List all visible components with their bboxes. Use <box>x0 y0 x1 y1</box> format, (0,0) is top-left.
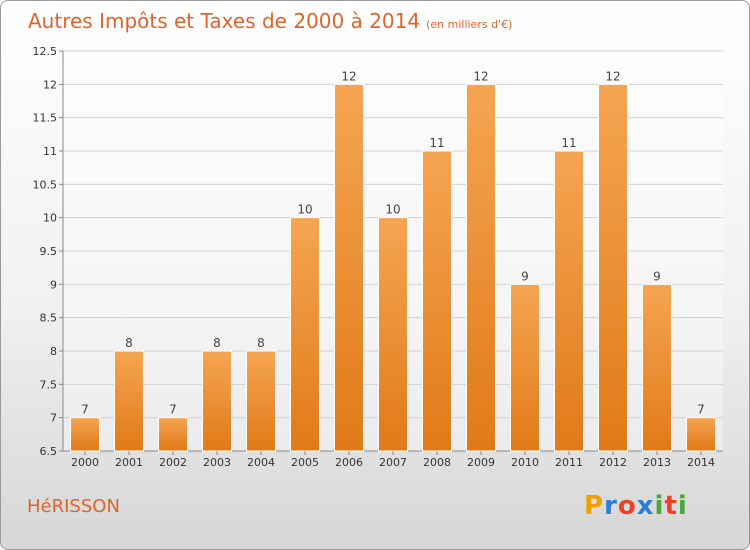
data-label: 11 <box>429 136 444 150</box>
y-tick-label: 7.5 <box>40 378 58 391</box>
logo-letter: P <box>584 491 605 521</box>
x-tick-label: 2006 <box>335 456 363 469</box>
y-tick-label: 7 <box>50 412 57 425</box>
chart-title: Autres Impôts et Taxes de 2000 à 2014 (en… <box>28 9 512 33</box>
x-tick-label: 2011 <box>555 456 583 469</box>
bar <box>422 150 452 452</box>
x-tick-label: 2009 <box>467 456 495 469</box>
x-tick-label: 2000 <box>71 456 99 469</box>
data-label: 12 <box>341 69 356 83</box>
data-label: 7 <box>81 403 89 417</box>
y-tick-label: 11.5 <box>33 112 58 125</box>
data-label: 10 <box>297 203 312 217</box>
bar <box>202 350 232 452</box>
x-tick-label: 2003 <box>203 456 231 469</box>
y-tick-label: 6.5 <box>40 445 58 458</box>
x-tick-label: 2004 <box>247 456 275 469</box>
data-label: 10 <box>385 203 400 217</box>
logo-letter: t <box>664 491 678 521</box>
y-tick-label: 8 <box>50 345 57 358</box>
x-tick-label: 2007 <box>379 456 407 469</box>
y-tick-label: 10.5 <box>33 178 58 191</box>
bar <box>686 417 716 452</box>
logo-letter: i <box>654 491 665 521</box>
bar <box>510 283 540 452</box>
bar <box>70 417 100 452</box>
chart-subtitle: (en milliers d'€) <box>426 18 513 31</box>
bar <box>114 350 144 452</box>
logo-letter: x <box>636 491 655 521</box>
logo-letter: i <box>677 491 688 521</box>
place-name: HéRISSON <box>27 496 120 517</box>
x-tick-label: 2014 <box>687 456 715 469</box>
proxiti-logo: Proxiti <box>584 491 688 521</box>
x-tick-label: 2008 <box>423 456 451 469</box>
bar <box>642 283 672 452</box>
data-label: 12 <box>605 69 620 83</box>
x-tick-label: 2012 <box>599 456 627 469</box>
bar <box>554 150 584 452</box>
y-tick-label: 12 <box>43 78 57 91</box>
logo-letter: o <box>617 491 637 521</box>
x-tick-label: 2013 <box>643 456 671 469</box>
bar <box>598 83 628 452</box>
data-label: 8 <box>213 336 221 350</box>
chart-title-text: Autres Impôts et Taxes de 2000 à 2014 <box>28 9 421 33</box>
data-label: 9 <box>653 269 661 283</box>
data-label: 9 <box>521 269 529 283</box>
bar <box>158 417 188 452</box>
data-label: 12 <box>473 69 488 83</box>
y-tick-label: 10 <box>43 212 57 225</box>
data-label: 7 <box>169 403 177 417</box>
y-tick-label: 12.5 <box>33 45 58 58</box>
data-label: 11 <box>561 136 576 150</box>
bar <box>290 217 320 452</box>
x-tick-label: 2005 <box>291 456 319 469</box>
data-label: 8 <box>257 336 265 350</box>
data-label: 8 <box>125 336 133 350</box>
bar <box>378 217 408 452</box>
data-label: 7 <box>697 403 705 417</box>
y-tick-label: 8.5 <box>40 312 58 325</box>
bar <box>246 350 276 452</box>
y-tick-label: 9.5 <box>40 245 58 258</box>
x-tick-label: 2010 <box>511 456 539 469</box>
bar <box>466 83 496 452</box>
x-tick-label: 2002 <box>159 456 187 469</box>
logo-letter: r <box>604 491 618 521</box>
y-tick-label: 11 <box>43 145 57 158</box>
y-tick-label: 9 <box>50 278 57 291</box>
bar <box>334 83 364 452</box>
x-tick-label: 2001 <box>115 456 143 469</box>
